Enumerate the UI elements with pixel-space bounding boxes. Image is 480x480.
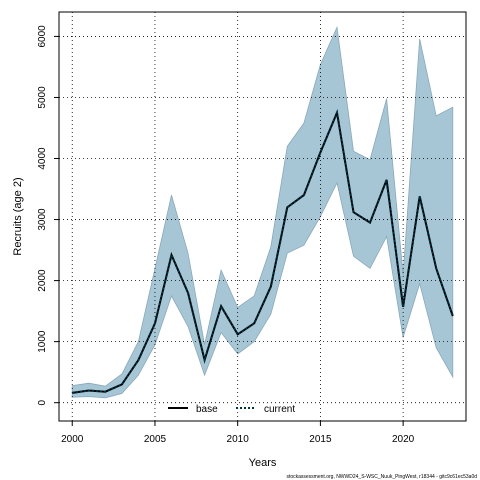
y-tick-label: 5000 xyxy=(37,86,48,109)
y-tick-label: 2000 xyxy=(37,269,48,292)
x-tick-label: 2015 xyxy=(309,434,332,445)
confidence-band-layer xyxy=(71,25,454,399)
x-tick-label: 2005 xyxy=(144,434,167,445)
y-tick-label: 4000 xyxy=(37,147,48,170)
series-layer xyxy=(72,109,454,394)
x-axis: 2000 2005 2010 2015 2020 xyxy=(61,421,415,445)
confidence-band xyxy=(71,25,454,399)
y-tick-label: 0 xyxy=(37,399,48,405)
x-tick-label: 2020 xyxy=(392,434,415,445)
x-tick-label: 2010 xyxy=(227,434,250,445)
grid-layer xyxy=(59,12,466,421)
y-tick-label: 6000 xyxy=(37,25,48,48)
x-tick-label: 2000 xyxy=(61,434,84,445)
y-axis-label: Recruits (age 2) xyxy=(12,177,24,255)
y-tick-label: 1000 xyxy=(37,330,48,353)
x-axis-label: Years xyxy=(249,457,277,469)
legend: base current xyxy=(168,404,295,415)
legend-label-current: current xyxy=(264,404,295,415)
footer-text: stockassessment.org, NWWD24_S-WSC_Nuuk_P… xyxy=(286,474,477,480)
y-axis: 0 1000 2000 3000 4000 5000 6000 xyxy=(37,25,59,405)
series-line-current xyxy=(72,109,454,394)
legend-label-base: base xyxy=(196,404,218,415)
plot-frame xyxy=(58,11,467,422)
y-tick-label: 3000 xyxy=(37,208,48,231)
